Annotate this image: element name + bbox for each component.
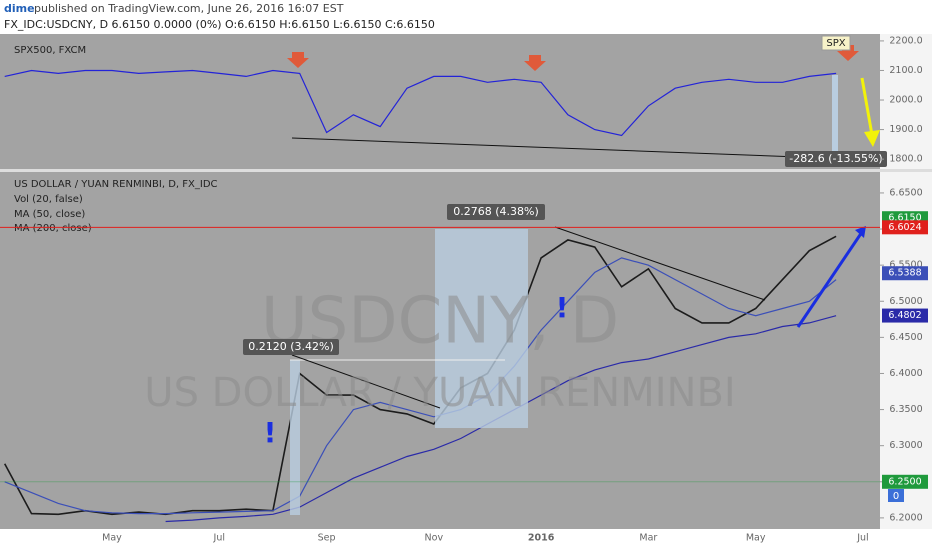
x-tick-label: Jul [856, 533, 868, 544]
price-label: 6.6150 [888, 213, 921, 224]
y-tick-label: 6.5000 [889, 296, 922, 307]
annotation: SPX [826, 38, 845, 49]
y-tick-label: 6.6500 [889, 187, 922, 198]
y-tick-label: 2100.0 [889, 65, 922, 76]
x-tick-label: May [102, 533, 122, 544]
y-tick-label: 1900.0 [889, 124, 922, 135]
annotation-box [447, 204, 545, 220]
published-note: published on TradingView.com, June 26, 2… [34, 2, 344, 15]
price-axis [880, 34, 932, 529]
spx-pane [0, 34, 880, 169]
watermark: US DOLLAR / YUAN RENMINBI [144, 370, 735, 416]
annotation: 0.2120 (3.42%) [248, 340, 334, 353]
y-tick-label: 6.3000 [889, 440, 922, 451]
measure-box [435, 229, 528, 428]
indicator-label: Vol (20, false) [14, 194, 83, 205]
y-tick-label: 6.2000 [889, 512, 922, 523]
yellow-arrow-head [864, 130, 880, 147]
annotation-box [243, 339, 339, 355]
price-label: 6.5388 [888, 268, 921, 279]
x-tick-label: Jul [213, 533, 225, 544]
symbol-line: FX_IDC:USDCNY, D 6.6150 0.0000 (0%) O:6.… [4, 18, 435, 31]
blue-arrow-head [855, 226, 866, 238]
pane-title: US DOLLAR / YUAN RENMINBI, D, FX_IDC [14, 179, 218, 190]
series-line [4, 69, 837, 137]
red-arrow [287, 52, 309, 68]
price-label: 6.4802 [888, 310, 921, 321]
price-label: 6.6024 [888, 222, 921, 233]
x-tick-label: Sep [318, 533, 336, 544]
author: dime [4, 2, 35, 15]
measure-box [290, 360, 300, 515]
y-tick-label: 6.3500 [889, 404, 922, 415]
alert-icon: ! [556, 291, 569, 324]
y-tick-label: 1800.0 [889, 154, 922, 165]
legend-entry: MA (50, close) [14, 209, 85, 220]
price-label: 6.2500 [888, 476, 921, 487]
volume-label: 0 [893, 491, 899, 502]
annotation-box [785, 151, 887, 167]
annotation-box [821, 35, 851, 51]
price-label-box [882, 266, 928, 281]
alert-icon: ! [264, 416, 277, 449]
red-arrow [524, 55, 546, 71]
legend-entry: MA (200, close) [14, 223, 92, 234]
y-tick-label: 6.4500 [889, 332, 922, 343]
y-tick-label: 6.5500 [889, 260, 922, 271]
series-line [4, 257, 837, 515]
price-label-box [882, 220, 928, 235]
trend-line [554, 226, 766, 301]
annotation: 0.2768 (4.38%) [453, 205, 539, 218]
y-tick-label: 6.4000 [889, 368, 922, 379]
annotation: -282.6 (-13.55%) [789, 152, 882, 165]
blue-arrow [796, 231, 864, 328]
trend-line [291, 354, 441, 409]
pane-title: SPX500, FXCM [14, 45, 86, 56]
y-tick-label: 2000.0 [889, 95, 922, 106]
trend-line [291, 137, 881, 161]
x-tick-label: 2016 [528, 533, 555, 544]
volume-label-box [888, 489, 904, 502]
x-tick-label: May [746, 533, 766, 544]
series-line [3, 235, 837, 516]
price-label-box [882, 308, 928, 323]
x-tick-label: Mar [639, 533, 657, 544]
yellow-arrow [860, 77, 874, 136]
price-label-box [882, 474, 928, 489]
y-tick-label: 2200.0 [889, 35, 922, 46]
x-tick-label: Nov [425, 533, 444, 544]
